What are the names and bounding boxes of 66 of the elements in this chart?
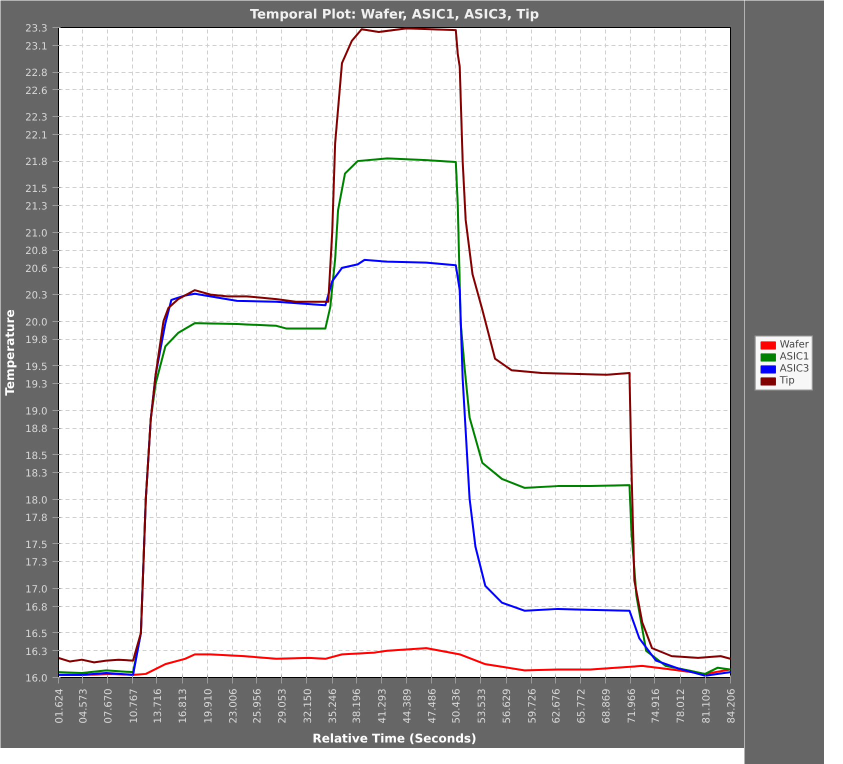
y-tick-label: 16.3: [25, 646, 48, 658]
x-tick-label: 25.956: [252, 688, 264, 724]
legend-label: Wafer: [780, 340, 809, 350]
x-tick-label: 41.293: [377, 688, 388, 724]
y-tick-label: 23.1: [25, 41, 48, 52]
y-tick-label: 18.3: [25, 468, 48, 480]
y-tick-label: 19.8: [25, 335, 48, 346]
y-tick-label: 16.0: [25, 674, 48, 684]
y-tick-label: 23.3: [25, 24, 48, 34]
y-tick-label: 22.3: [25, 112, 48, 124]
y-tick-label: 17.8: [25, 513, 48, 524]
x-tick-label: 53.533: [476, 688, 488, 724]
x-tick-label: 29.053: [278, 688, 289, 724]
y-tick-label: 19.0: [25, 406, 48, 418]
y-tick-label: 21.0: [25, 228, 48, 240]
x-tick-label: 68.869: [602, 688, 613, 724]
y-tick-label: 17.3: [25, 558, 48, 569]
y-tick-label: 18.5: [25, 450, 48, 462]
x-tick-label: 32.150: [302, 688, 314, 724]
y-tick-label: 16.5: [25, 628, 48, 640]
x-tick-label: 38.196: [352, 688, 364, 724]
x-tick-label: 81.109: [701, 688, 712, 724]
chart-title: Temporal Plot: Wafer, ASIC1, ASIC3, Tip: [250, 8, 540, 22]
x-tick-label: 16.813: [178, 688, 190, 724]
y-tick-label: 22.8: [25, 68, 48, 80]
y-axis-title: Temperature: [3, 309, 18, 396]
x-tick-label: 84.206: [726, 688, 738, 724]
x-tick-label: 01.624: [54, 688, 66, 724]
y-tick-label: 16.8: [25, 602, 48, 614]
x-tick-label: 56.629: [502, 688, 514, 724]
x-tick-label: 78.012: [676, 688, 688, 724]
line-series: [58, 28, 730, 664]
x-tick-label: 47.486: [428, 688, 439, 724]
y-tick-label: 20.3: [25, 290, 48, 302]
y-tick-label: 17.0: [25, 584, 48, 596]
x-tick-label: 35.246: [328, 688, 340, 724]
x-tick-label: 59.726: [527, 688, 538, 724]
x-tick-label: 62.676: [551, 688, 562, 724]
y-tick-label: 22.1: [25, 130, 48, 142]
x-tick-label: 71.966: [626, 688, 638, 724]
y-tick-label: 20.8: [25, 246, 48, 258]
y-tick-label: 21.5: [25, 184, 48, 195]
x-tick-label: 23.006: [228, 688, 240, 724]
y-tick-label: 20.0: [25, 317, 48, 328]
legend-label: ASIC1: [780, 352, 810, 362]
y-tick-label: 18.8: [25, 424, 48, 436]
y-tick-label: 21.8: [25, 157, 48, 168]
y-tick-label: 17.5: [25, 540, 48, 551]
x-tick-label: 07.670: [104, 688, 115, 724]
x-tick-label: 50.436: [452, 688, 463, 724]
x-tick-label: 10.767: [128, 688, 140, 724]
x-tick-label: 65.772: [576, 688, 588, 724]
y-tick-label: 22.6: [25, 86, 48, 97]
x-tick-label: 19.910: [203, 688, 214, 724]
x-tick-label: 13.716: [152, 688, 164, 724]
y-tick-label: 21.3: [25, 202, 48, 213]
x-axis-title: Relative Time (Seconds): [312, 731, 477, 746]
x-tick-label: 44.389: [402, 688, 414, 724]
x-tick-label: 04.573: [78, 688, 90, 724]
y-tick-label: 20.6: [25, 264, 48, 275]
y-tick-label: 19.5: [25, 362, 48, 373]
y-tick-label: 19.3: [25, 380, 48, 391]
y-tick-label: 18.0: [25, 495, 48, 506]
legend-label: Tip: [780, 376, 796, 386]
x-tick-label: 74.916: [650, 688, 662, 724]
legend-label: ASIC3: [780, 364, 810, 374]
